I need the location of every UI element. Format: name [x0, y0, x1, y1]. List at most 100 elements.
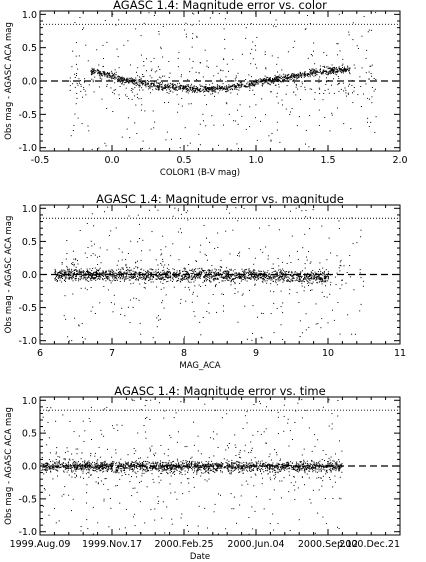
data-point: [231, 279, 233, 281]
data-point: [155, 461, 157, 463]
data-point: [168, 276, 170, 278]
data-point: [225, 91, 227, 93]
data-point: [320, 279, 321, 281]
data-point: [89, 272, 91, 274]
data-point: [134, 471, 136, 473]
data-point: [93, 72, 95, 74]
data-point: [286, 85, 288, 87]
data-point: [255, 83, 257, 85]
data-point: [276, 275, 278, 277]
data-point: [134, 277, 136, 278]
data-point: [187, 219, 189, 221]
data-point: [102, 270, 104, 272]
data-point: [304, 71, 306, 73]
data-point: [211, 82, 213, 84]
data-point: [286, 280, 288, 282]
data-point: [309, 282, 311, 284]
data-point: [327, 271, 329, 273]
data-point: [244, 273, 246, 275]
y-tick-label: -1.0: [18, 143, 37, 154]
data-point: [310, 289, 311, 291]
data-point: [140, 81, 142, 83]
data-point: [150, 469, 152, 471]
data-point: [171, 83, 173, 85]
data-point: [257, 83, 259, 85]
data-point: [325, 70, 327, 72]
data-point: [170, 275, 172, 277]
data-point: [188, 89, 190, 91]
data-point: [99, 86, 100, 88]
data-point: [327, 322, 329, 324]
data-point: [313, 71, 315, 72]
data-point: [163, 269, 165, 271]
data-point: [255, 276, 257, 278]
data-point: [277, 81, 279, 83]
data-point: [217, 273, 219, 275]
data-point: [186, 277, 188, 279]
data-point: [198, 88, 200, 90]
data-point: [146, 272, 148, 273]
data-point: [76, 271, 78, 272]
data-point: [139, 275, 141, 277]
data-point: [147, 80, 148, 82]
data-point: [298, 276, 300, 278]
data-point: [207, 87, 209, 89]
data-point: [357, 94, 359, 96]
data-point: [209, 88, 210, 90]
data-point: [253, 81, 254, 83]
data-point: [276, 121, 278, 123]
data-point: [72, 264, 74, 265]
data-point: [231, 86, 233, 87]
data-point: [105, 73, 107, 75]
data-point: [270, 464, 272, 466]
data-point: [93, 271, 95, 273]
data-point: [149, 87, 151, 89]
data-point: [331, 84, 332, 86]
data-point: [237, 255, 238, 256]
data-point: [314, 275, 316, 277]
data-point: [219, 78, 221, 80]
data-point: [259, 461, 261, 463]
data-point: [325, 279, 327, 281]
data-point: [108, 235, 110, 237]
data-point: [153, 467, 155, 469]
data-point: [115, 76, 117, 78]
data-point: [248, 248, 250, 250]
data-point: [315, 467, 316, 469]
data-point: [228, 276, 230, 278]
data-point: [236, 93, 238, 95]
data-point: [323, 296, 325, 297]
data-point: [225, 102, 227, 104]
data-point: [309, 274, 311, 276]
data-point: [166, 267, 168, 269]
data-point: [86, 280, 88, 282]
data-point: [112, 275, 114, 277]
data-point: [359, 76, 361, 78]
data-point: [78, 272, 80, 274]
data-point: [228, 271, 230, 273]
data-point: [250, 63, 252, 65]
data-point: [272, 25, 274, 27]
data-point: [160, 77, 162, 79]
data-point: [295, 94, 297, 96]
data-point: [252, 305, 254, 307]
data-point: [302, 280, 304, 282]
data-point: [318, 125, 320, 126]
data-point: [106, 85, 108, 87]
data-point: [289, 288, 291, 290]
data-point: [98, 70, 99, 72]
data-point: [236, 86, 237, 87]
data-point: [140, 109, 142, 111]
data-point: [127, 464, 129, 465]
data-point: [239, 462, 241, 464]
data-point: [71, 268, 73, 270]
data-point: [368, 71, 370, 73]
data-point: [325, 71, 327, 73]
data-point: [326, 71, 328, 73]
data-point: [318, 109, 320, 111]
data-point: [291, 280, 293, 282]
data-point: [306, 473, 308, 475]
data-point: [314, 275, 316, 277]
data-point: [146, 466, 148, 467]
